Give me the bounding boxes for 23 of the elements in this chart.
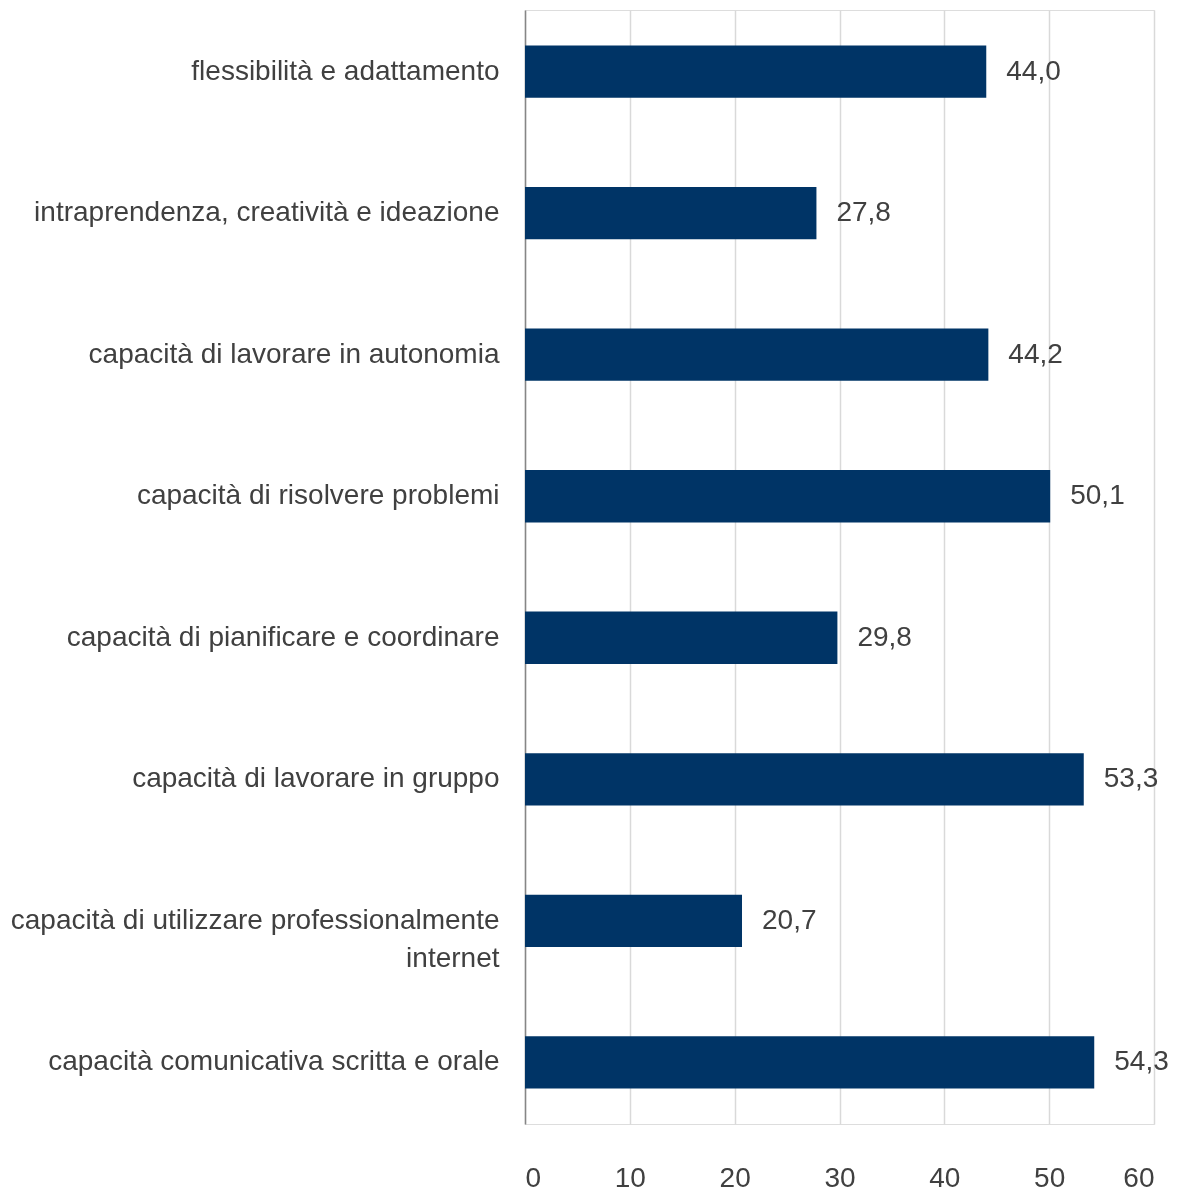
y-tick-label: intraprendenza, creatività e ideazione: [34, 196, 500, 228]
x-tick-label: 0: [525, 1161, 542, 1193]
data-label: 27,8: [836, 196, 891, 228]
x-tick-label: 60: [1123, 1161, 1155, 1193]
y-tick-label: capacità di lavorare in gruppo: [132, 762, 500, 794]
data-label: 53,3: [1103, 762, 1159, 794]
x-tick-label: 50: [1034, 1161, 1066, 1193]
data-label: 54,3: [1114, 1045, 1169, 1077]
y-tick-label: capacità di lavorare in autonomia: [88, 337, 500, 369]
y-tick-label: capacità di pianificare e coordinare: [66, 620, 500, 652]
y-tick-label: capacità comunicativa scritta e orale: [48, 1045, 500, 1077]
data-label: 50,1: [1070, 479, 1125, 511]
x-tick-label: 10: [614, 1161, 646, 1193]
data-label: 29,8: [857, 620, 912, 652]
y-tick-label: capacità di utilizzare professionalmente internet: [10, 903, 500, 973]
data-label: 44,0: [1006, 54, 1061, 86]
x-tick-label: 30: [824, 1161, 856, 1193]
data-label: 44,2: [1008, 337, 1063, 369]
y-tick-label: capacità di risolvere problemi: [136, 479, 500, 511]
x-tick-label: 40: [929, 1161, 961, 1193]
x-tick-label: 20: [719, 1161, 751, 1193]
y-tick-label: flessibilità e adattamento: [191, 54, 500, 86]
data-label: 20,7: [762, 903, 817, 935]
